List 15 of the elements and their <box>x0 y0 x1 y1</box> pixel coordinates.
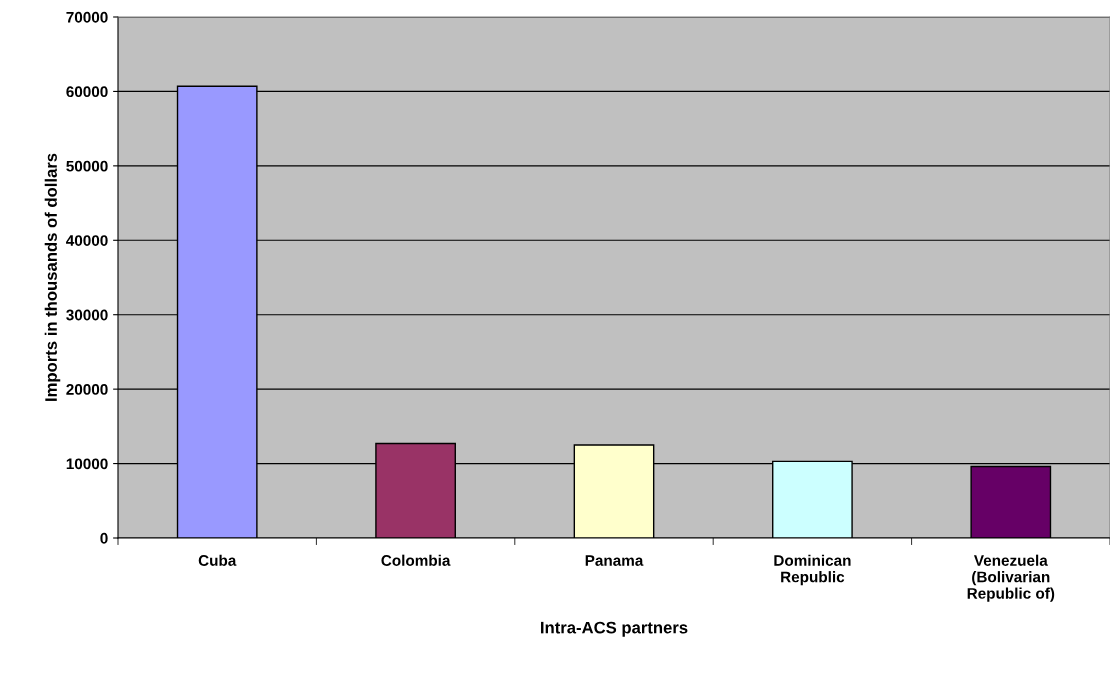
y-tick-label: 40000 <box>66 235 108 246</box>
y-tick-label: 70000 <box>66 11 108 23</box>
x-tick-label: Venezuela (Bolivarian Republic of) <box>967 554 1055 602</box>
y-tick-label: 0 <box>100 532 108 544</box>
y-tick-label: 60000 <box>66 86 108 98</box>
y-tick-label: 30000 <box>66 309 108 321</box>
y-tick-label: 20000 <box>66 384 108 395</box>
y-axis-title: Imports in thousands of dollars <box>44 153 61 401</box>
x-axis-title: Intra-ACS partners <box>541 621 688 637</box>
x-tick-label: Cuba <box>198 554 237 566</box>
x-tick-label: Colombia <box>381 554 451 566</box>
x-tick-label: Panama <box>585 555 644 566</box>
x-tick-label: Dominican Republic <box>774 554 851 586</box>
y-tick-label: 10000 <box>66 458 108 470</box>
y-tick-label: 50000 <box>66 160 108 172</box>
